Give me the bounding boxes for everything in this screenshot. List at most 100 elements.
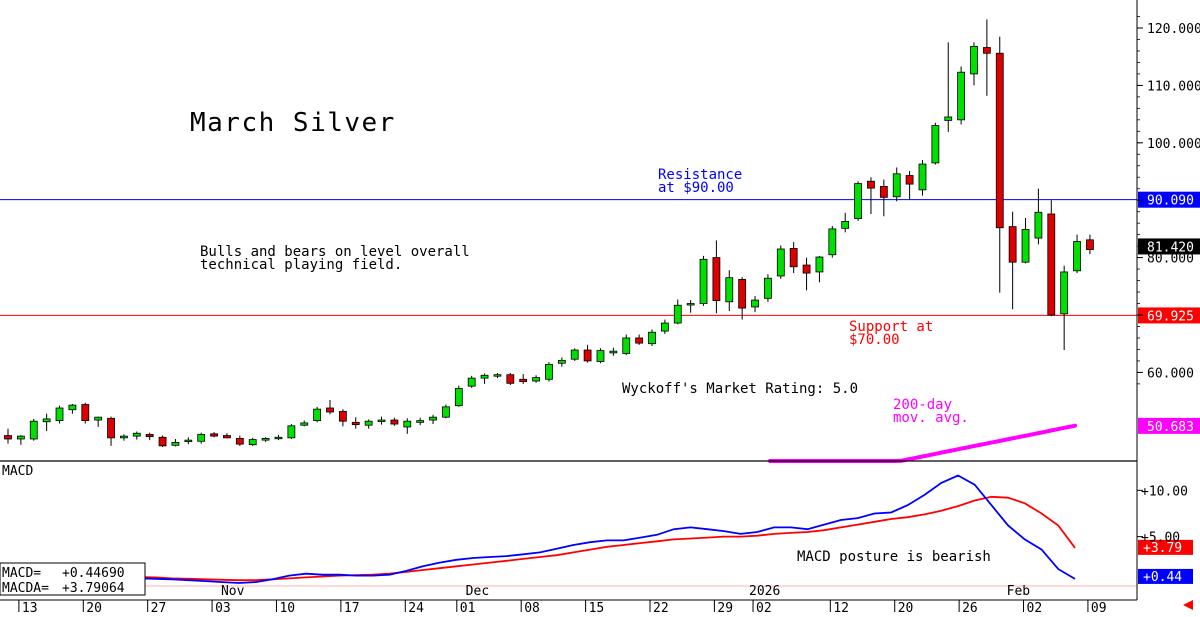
date-tick-label: 27	[151, 601, 167, 616]
month-label: Nov	[221, 584, 245, 599]
scroll-left-arrow-icon[interactable]	[1183, 600, 1193, 610]
candle-body	[132, 432, 141, 437]
candle	[1047, 200, 1056, 317]
candle-body	[1034, 211, 1043, 239]
price-tick-label: 80.000	[1147, 252, 1194, 267]
candle-body	[158, 436, 167, 447]
candle-body	[918, 163, 927, 191]
candle-body	[725, 277, 734, 303]
candle-body	[81, 404, 90, 422]
candle	[55, 405, 64, 424]
candle	[609, 347, 618, 356]
candle-body	[55, 407, 64, 422]
candle	[364, 419, 373, 429]
macda-line	[4, 495, 1076, 582]
ma-label-line1: 200-day	[893, 397, 952, 413]
candle-body	[1021, 229, 1030, 263]
candle-body	[751, 299, 759, 308]
candle	[94, 416, 103, 427]
candle	[622, 334, 631, 356]
candle-body	[609, 350, 618, 354]
candle-body	[416, 420, 425, 423]
date-tick-label: 08	[524, 601, 540, 616]
candle	[274, 434, 283, 441]
candle	[390, 417, 399, 426]
date-tick-label: 13	[22, 601, 38, 616]
candle	[802, 257, 811, 291]
date-tick-label: 29	[717, 601, 733, 616]
candle	[789, 242, 798, 274]
candle	[557, 357, 566, 367]
candle-body	[545, 363, 553, 380]
bulls-note-line2: technical playing field.	[200, 257, 402, 273]
candle	[4, 428, 12, 444]
candle-body	[931, 125, 940, 164]
support-note-line1: Support at	[849, 319, 933, 335]
candle	[506, 372, 515, 386]
candle	[313, 406, 322, 423]
candle-body	[1008, 226, 1017, 263]
candle-body	[429, 416, 437, 421]
candle-body	[905, 175, 914, 185]
candle-body	[300, 422, 309, 426]
month-label: Feb	[1007, 584, 1031, 599]
candle	[815, 255, 824, 283]
macd-title: MACD	[2, 464, 33, 479]
support-tag-label: 69.925	[1147, 309, 1194, 324]
macda-tag	[1138, 539, 1193, 555]
candle	[519, 374, 528, 384]
candle	[403, 418, 412, 434]
candle-body	[635, 337, 644, 344]
support-note-line2: $70.00	[849, 332, 900, 348]
candle	[944, 42, 953, 132]
candle-body	[480, 374, 489, 379]
candle-body	[16, 435, 25, 440]
macda-tag-label: +3.79	[1143, 541, 1182, 556]
candle	[776, 245, 785, 279]
candle	[429, 414, 437, 425]
date-tick-label: 12	[833, 601, 849, 616]
candle	[751, 296, 759, 313]
date-tick-label: 02	[1027, 601, 1043, 616]
bulls-note-line1: Bulls and bears on level overall	[200, 244, 470, 260]
candle	[248, 437, 257, 446]
candle	[326, 399, 334, 415]
candle	[995, 36, 1004, 293]
candle	[235, 435, 244, 446]
candle-body	[648, 331, 656, 345]
candle-body	[867, 180, 875, 189]
date-tick-label: 10	[279, 601, 295, 616]
candle	[81, 402, 90, 424]
candle	[570, 348, 579, 361]
candle	[184, 437, 193, 445]
ma-tag	[1138, 417, 1200, 434]
candle	[16, 434, 25, 445]
macda-readout-label: MACDA=	[2, 581, 49, 596]
date-tick-label: 20	[898, 601, 914, 616]
last-price-label: 81.420	[1147, 240, 1194, 255]
candle-body	[313, 408, 322, 422]
candle	[982, 19, 991, 96]
candle	[1086, 234, 1094, 255]
candle	[532, 375, 540, 383]
candle	[828, 226, 837, 258]
candle-body	[957, 71, 966, 121]
candle	[905, 170, 914, 200]
candle-body	[171, 442, 180, 446]
candle-body	[995, 52, 1004, 229]
candle	[699, 255, 708, 306]
wyckoff-rating: Wyckoff's Market Rating: 5.0	[622, 381, 858, 397]
price-tick-label: 110.000	[1147, 79, 1200, 94]
candle-body	[1047, 213, 1056, 316]
candle-body	[210, 433, 218, 437]
candle	[171, 438, 180, 447]
candle-body	[145, 433, 154, 438]
candle	[725, 270, 734, 311]
resistance-tag-label: 90.090	[1147, 194, 1194, 209]
candle	[338, 409, 347, 427]
date-tick-label: 02	[756, 601, 772, 616]
candle	[480, 373, 489, 384]
candle	[867, 177, 875, 214]
candle-body	[235, 438, 244, 445]
